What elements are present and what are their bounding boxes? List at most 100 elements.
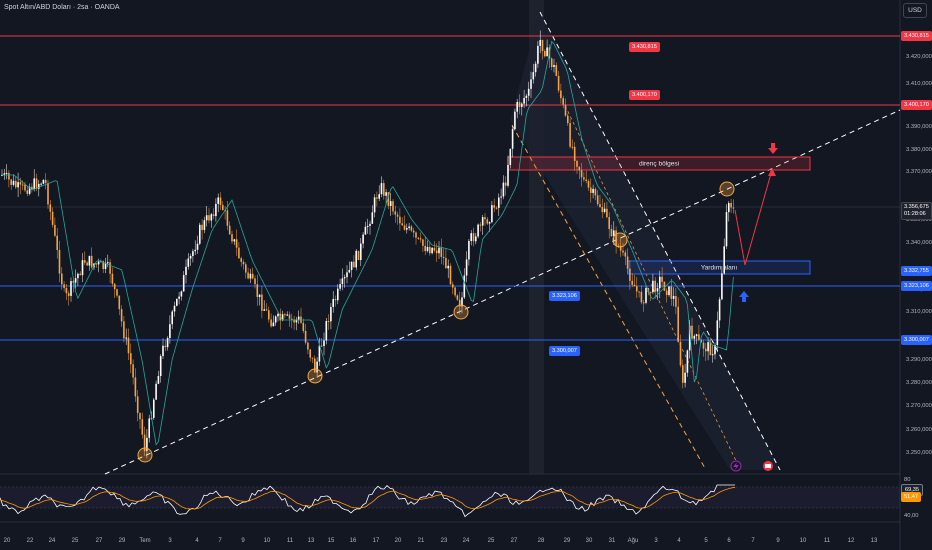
candle-body (440, 247, 443, 257)
candle-body (113, 283, 116, 290)
candle-body (291, 318, 293, 320)
candle-body (555, 65, 558, 76)
candle-body (564, 104, 567, 116)
rsi-ma-value-tag: 51,47 (901, 492, 921, 502)
pivot-marker-1[interactable] (137, 447, 153, 463)
candle-body (95, 263, 98, 265)
candle-body (449, 265, 452, 285)
candle-body (51, 211, 54, 225)
candle-body (665, 290, 668, 296)
time-tick: 11 (823, 538, 831, 544)
candle-body (217, 197, 219, 204)
s1-inline-label[interactable]: 3.323,106 (549, 291, 580, 301)
candle-body (507, 164, 509, 186)
flash-icon[interactable] (730, 460, 742, 472)
candle-body (180, 291, 183, 297)
candle-body (54, 224, 56, 236)
time-tick: 27 (95, 538, 103, 544)
candle-body (502, 182, 505, 197)
candle-body (707, 342, 709, 352)
candle-body (642, 302, 645, 304)
candle-body (389, 201, 392, 206)
r1-inline-label[interactable]: 3.430,815 (629, 42, 660, 52)
candle-body (468, 240, 470, 260)
candle-body (215, 203, 217, 217)
time-tick: 7 (751, 538, 755, 544)
time-tick: 16 (349, 538, 357, 544)
candle-body (587, 181, 590, 188)
candle-body (730, 202, 732, 208)
currency-button[interactable]: USD (903, 3, 927, 18)
s2-inline-label[interactable]: 3.300,007 (549, 346, 580, 356)
candle-body (219, 197, 222, 205)
time-tick: 20 (3, 538, 11, 544)
candle-body (624, 252, 627, 257)
candle-body (178, 296, 180, 299)
time-tick: 11 (286, 538, 294, 544)
candle-body (626, 256, 629, 269)
candle-body (675, 296, 677, 307)
candle-body (284, 314, 286, 316)
candle-body (26, 190, 29, 194)
candle-body (417, 237, 420, 239)
r2-inline-label[interactable]: 3.400,170 (629, 90, 660, 100)
candle-body (698, 334, 700, 340)
candle-body (546, 47, 548, 57)
candle-body (557, 75, 560, 91)
candle-body (401, 223, 403, 226)
candle-body (84, 260, 86, 263)
time-tick: 25 (71, 538, 79, 544)
candle-body (111, 273, 114, 284)
candle-body (684, 372, 686, 383)
candle-body (134, 377, 137, 397)
candle-body (486, 219, 489, 224)
candle-body (309, 349, 311, 358)
pivot-marker-4[interactable] (612, 232, 628, 248)
candle-body (17, 182, 19, 188)
candle-body (130, 353, 132, 365)
candle-body (125, 337, 127, 339)
candle-body (201, 224, 203, 230)
projection-arrow-head (768, 168, 776, 176)
candle-body (314, 358, 316, 373)
candle-body (3, 173, 6, 175)
candle-body (268, 310, 270, 320)
s1-price-tag: 3.323,106 (901, 281, 932, 291)
symbol-title[interactable]: Spot Altın/ABD Doları · 2sa · OANDA (4, 4, 120, 11)
time-tick: 12 (847, 538, 855, 544)
candle-body (346, 272, 348, 278)
candle-body (357, 250, 360, 260)
candle-body (447, 265, 449, 269)
candle-body (376, 197, 378, 199)
candle-body (613, 230, 615, 237)
candle-body (693, 335, 696, 339)
candle-body (415, 232, 417, 238)
candle-body (364, 226, 367, 235)
pivot-marker-3[interactable] (453, 304, 469, 320)
candle-body (392, 201, 394, 212)
rsi-band (0, 487, 900, 508)
resistance-zone-label: direnç bölgesi (638, 160, 680, 168)
candle-body (403, 225, 406, 230)
candle-body (410, 226, 413, 231)
candle-body (316, 361, 318, 373)
candle-body (272, 322, 275, 327)
candle-body (709, 342, 712, 356)
candle-body (484, 217, 486, 220)
candle-body (120, 309, 123, 322)
candle-body (431, 247, 433, 254)
pivot-marker-5[interactable] (719, 181, 735, 197)
pivot-marker-2[interactable] (307, 368, 323, 384)
candle-body (302, 322, 305, 331)
candle-body (143, 434, 146, 452)
candle-body (514, 111, 516, 130)
candle-body (661, 276, 663, 282)
candle-body (136, 396, 139, 414)
calendar-icon[interactable] (763, 461, 773, 471)
candle-body (686, 350, 689, 373)
candle-body (311, 357, 314, 359)
candle-body (251, 273, 254, 279)
candle-body (672, 296, 675, 299)
